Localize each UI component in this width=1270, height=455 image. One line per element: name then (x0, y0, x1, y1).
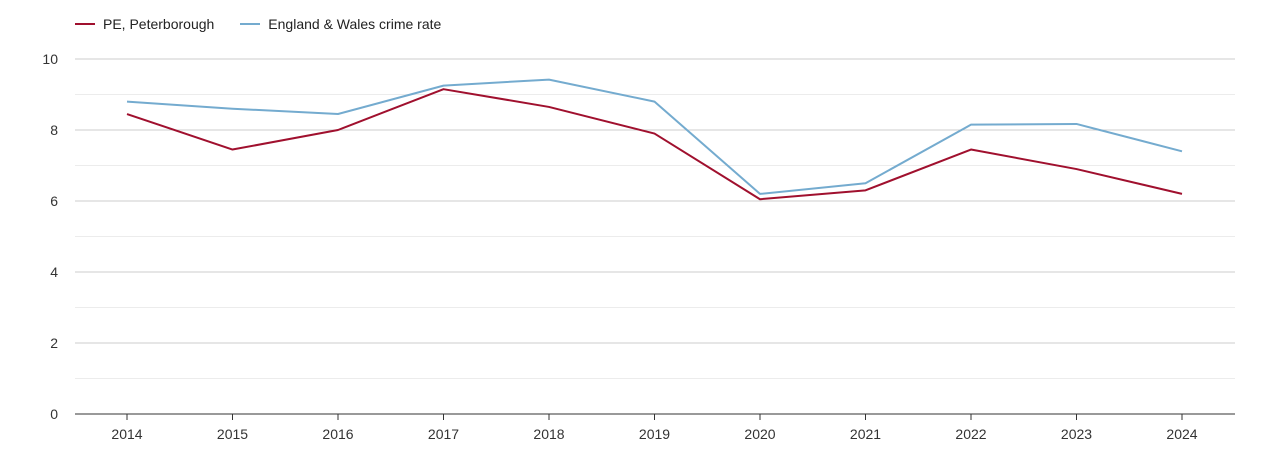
data-point-series-0[interactable] (1182, 193, 1183, 194)
x-tick-label: 2014 (111, 426, 142, 442)
data-point-series-1[interactable] (760, 193, 761, 194)
data-point-series-0[interactable] (865, 190, 866, 191)
data-point-series-0[interactable] (127, 114, 128, 115)
data-point-series-0[interactable] (654, 133, 655, 134)
legend-label-series-0: PE, Peterborough (103, 16, 215, 32)
y-tick-label: 6 (50, 193, 58, 209)
data-point-series-1[interactable] (232, 108, 233, 109)
y-tick-label: 8 (50, 122, 58, 138)
data-point-series-0[interactable] (971, 149, 972, 150)
data-point-series-1[interactable] (1182, 151, 1183, 152)
y-axis-ticks: 0 2 4 6 8 10 (42, 51, 58, 422)
data-point-series-0[interactable] (232, 149, 233, 150)
x-tick-label: 2024 (1166, 426, 1197, 442)
y-tick-label: 4 (50, 264, 58, 280)
x-tick-label: 2019 (639, 426, 670, 442)
data-point-series-0[interactable] (1076, 169, 1077, 170)
series-line-1[interactable] (126, 78, 1183, 195)
data-point-series-1[interactable] (865, 183, 866, 184)
legend-item-series-1[interactable]: England & Wales crime rate (240, 16, 441, 32)
x-tick-label: 2018 (533, 426, 564, 442)
series-lines (126, 78, 1183, 201)
gridlines (75, 58, 1235, 415)
x-tick-label: 2016 (322, 426, 353, 442)
data-point-series-1[interactable] (971, 124, 972, 125)
data-point-series-0[interactable] (443, 89, 444, 90)
legend-swatch-series-1 (240, 23, 261, 25)
x-tick-label: 2015 (217, 426, 248, 442)
data-point-series-1[interactable] (654, 101, 655, 102)
data-point-series-1[interactable] (443, 85, 444, 86)
data-point-series-0[interactable] (760, 199, 761, 200)
legend-swatch-series-0 (75, 23, 95, 25)
x-axis-ticks: 2014 2015 2016 2017 2018 2019 2020 2021 2022 2023… (111, 414, 1198, 442)
data-point-series-1[interactable] (1076, 123, 1077, 124)
data-point-series-1[interactable] (549, 79, 550, 80)
x-tick-label: 2021 (850, 426, 881, 442)
x-tick-label: 2022 (955, 426, 986, 442)
legend-label-series-1: England & Wales crime rate (268, 16, 442, 32)
legend: PE, Peterborough England & Wales crime r… (75, 16, 467, 32)
y-tick-label: 2 (50, 335, 58, 351)
series-line-0[interactable] (126, 88, 1183, 201)
legend-item-series-0[interactable]: PE, Peterborough (75, 16, 214, 32)
data-point-series-1[interactable] (338, 114, 339, 115)
x-tick-label: 2023 (1061, 426, 1092, 442)
x-tick-label: 2020 (744, 426, 775, 442)
data-point-series-0[interactable] (549, 106, 550, 107)
y-tick-label: 10 (42, 51, 58, 67)
data-point-series-1[interactable] (127, 101, 128, 102)
data-point-series-0[interactable] (338, 130, 339, 131)
y-tick-label: 0 (50, 406, 58, 422)
x-tick-label: 2017 (428, 426, 459, 442)
